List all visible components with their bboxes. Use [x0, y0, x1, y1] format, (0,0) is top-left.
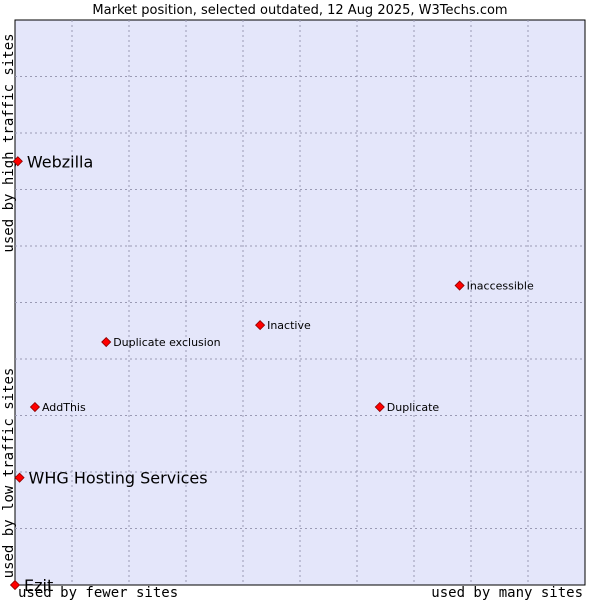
point-label: Inaccessible: [467, 280, 534, 293]
x-axis-low-label: used by fewer sites: [18, 585, 178, 600]
point-label: Duplicate exclusion: [113, 336, 220, 349]
point-marker[interactable]: [374, 401, 385, 413]
point-marker[interactable]: [12, 156, 23, 167]
point-marker[interactable]: [101, 336, 112, 348]
point-label: Inactive: [267, 319, 311, 332]
point-marker[interactable]: [9, 579, 21, 591]
y-axis-high-label: used by high traffic sites: [1, 33, 17, 252]
point-label: AddThis: [42, 401, 86, 414]
data-point[interactable]: AddThis: [29, 401, 86, 414]
y-axis-low-label: used by low traffic sites: [1, 368, 17, 579]
data-point[interactable]: Inactive: [255, 319, 311, 332]
point-label: Webzilla: [27, 152, 93, 171]
x-axis-high-label: used by many sites: [431, 585, 583, 600]
data-point[interactable]: Inaccessible: [454, 280, 534, 293]
point-marker[interactable]: [454, 280, 465, 291]
data-point[interactable]: Duplicate exclusion: [101, 336, 221, 349]
grid-lines: [15, 20, 585, 585]
point-marker[interactable]: [255, 320, 266, 331]
chart-title: Market position, selected outdated, 12 A…: [92, 3, 507, 18]
data-point[interactable]: Duplicate: [374, 401, 440, 414]
data-point[interactable]: Ezit: [9, 576, 54, 595]
point-label: Duplicate: [387, 401, 440, 414]
data-point[interactable]: WHG Hosting Services: [14, 469, 208, 488]
point-marker[interactable]: [14, 472, 25, 483]
point-label: WHG Hosting Services: [29, 469, 208, 488]
point-label: Ezit: [24, 576, 53, 595]
point-marker[interactable]: [29, 401, 41, 413]
data-point[interactable]: Webzilla: [12, 152, 93, 171]
data-points: Webzilla Inaccessible Inactive Duplicate ex…: [9, 152, 534, 595]
